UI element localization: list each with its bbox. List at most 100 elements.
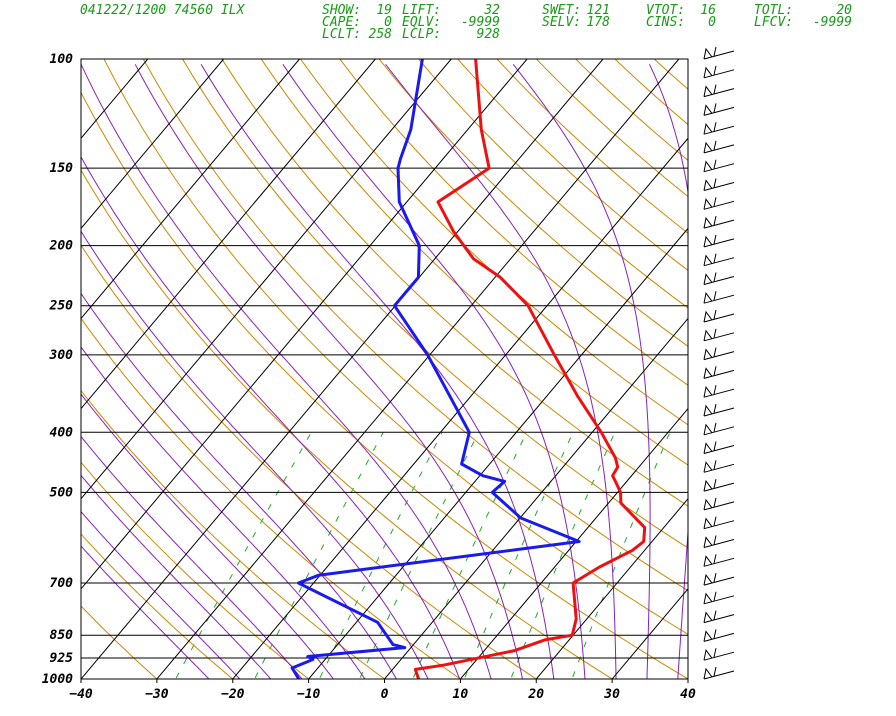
wind-barb-25 xyxy=(703,516,735,530)
barb-staff xyxy=(703,257,735,267)
isotherm xyxy=(81,59,376,410)
index-key: LCLT: xyxy=(322,27,361,42)
moist-adiabat xyxy=(134,64,524,679)
barb-staff xyxy=(703,69,735,79)
index-value: 0 xyxy=(708,15,716,30)
barb-staff xyxy=(703,670,735,680)
barb-flag xyxy=(703,667,713,680)
barb-staff xyxy=(703,88,735,98)
barb-flag xyxy=(703,123,713,135)
pressure-label-1000: 1000 xyxy=(42,672,73,687)
temp-label--30: −30 xyxy=(145,687,169,702)
dry-adiabat xyxy=(260,59,688,466)
wind-barb-0 xyxy=(703,46,735,60)
wind-barb-22 xyxy=(703,460,735,473)
index-value: 32 xyxy=(483,3,500,18)
barb-feather xyxy=(713,291,717,301)
barb-flag xyxy=(703,404,713,417)
mixing-ratio-line xyxy=(510,432,616,679)
index-value: 178 xyxy=(587,15,611,30)
dewpoint-profile xyxy=(290,59,581,679)
dry-adiabat xyxy=(417,59,688,309)
barb-feather xyxy=(713,385,717,395)
barb-feather xyxy=(713,554,717,564)
barb-feather xyxy=(713,403,717,414)
index-key: CINS: xyxy=(646,15,685,30)
barb-flag xyxy=(703,479,713,492)
barb-feather xyxy=(713,441,717,451)
barb-staff xyxy=(703,369,735,379)
wind-barb-4 xyxy=(703,122,735,135)
pressure-label-400: 400 xyxy=(50,425,74,440)
barb-feather xyxy=(713,122,717,132)
index-key: SELV: xyxy=(542,15,581,30)
dry-adiabat xyxy=(457,59,688,272)
barb-staff xyxy=(703,144,735,154)
isotherm xyxy=(611,588,688,679)
index-value: 928 xyxy=(477,27,501,42)
wind-barb-21 xyxy=(703,441,735,454)
wind-barb-14 xyxy=(703,309,735,323)
barb-staff xyxy=(703,163,735,173)
index-key: TOTL: xyxy=(754,3,793,18)
pressure-label-250: 250 xyxy=(49,299,74,314)
dry-adiabat xyxy=(81,317,462,679)
dry-adiabat xyxy=(81,605,158,679)
wind-barb-32 xyxy=(703,648,735,661)
barb-flag xyxy=(703,104,713,116)
wind-barb-12 xyxy=(703,272,735,285)
barb-feather xyxy=(713,215,717,226)
pressure-label-850: 850 xyxy=(50,628,74,643)
dry-adiabat xyxy=(142,59,688,592)
moist-adiabat xyxy=(81,393,335,679)
plot-frame xyxy=(80,58,689,680)
barb-feather xyxy=(713,629,717,639)
barb-flag xyxy=(703,498,713,510)
isotherm xyxy=(535,497,688,679)
moist-adiabat xyxy=(200,64,555,679)
pressure-label-300: 300 xyxy=(49,348,74,363)
moist-adiabat xyxy=(81,292,398,679)
moist-adiabat xyxy=(512,63,651,679)
barb-feather xyxy=(713,535,717,545)
barb-staff xyxy=(703,445,735,454)
wind-barb-19 xyxy=(703,403,735,417)
dry-adiabat xyxy=(339,59,688,386)
index-value: -9999 xyxy=(813,15,852,30)
dry-adiabat xyxy=(81,533,234,679)
barb-flag xyxy=(703,216,713,229)
barb-flag xyxy=(703,536,713,548)
temp-label-20: 20 xyxy=(527,687,544,702)
barb-flag xyxy=(703,649,713,661)
dry-adiabat xyxy=(81,461,310,679)
barb-feather xyxy=(713,103,717,113)
barb-staff xyxy=(703,595,735,605)
barb-feather xyxy=(713,46,717,57)
barb-staff xyxy=(703,632,735,642)
isotherm xyxy=(383,317,688,679)
barb-feather xyxy=(713,178,717,188)
barb-flag xyxy=(703,517,713,529)
station-line: 041222/1200 74560 ILX xyxy=(80,3,246,18)
barb-flag xyxy=(703,367,713,379)
barb-staff xyxy=(703,463,735,473)
wind-barb-8 xyxy=(703,197,735,210)
barb-flag xyxy=(703,592,713,604)
barb-staff xyxy=(703,106,735,116)
barb-feather xyxy=(713,460,717,470)
wind-barb-28 xyxy=(703,572,735,586)
barb-feather xyxy=(713,197,717,207)
barb-feather xyxy=(713,497,717,508)
barb-flag xyxy=(703,461,713,473)
index-key: VTOT: xyxy=(646,3,685,18)
barb-flag xyxy=(703,273,713,285)
barb-flag xyxy=(703,630,713,642)
wind-barb-27 xyxy=(703,554,735,567)
dry-adiabat xyxy=(378,59,688,347)
barb-flag xyxy=(703,555,713,567)
barb-staff xyxy=(703,426,735,436)
barb-flag xyxy=(703,141,713,153)
barb-flag xyxy=(703,160,713,172)
barb-staff xyxy=(703,520,735,530)
